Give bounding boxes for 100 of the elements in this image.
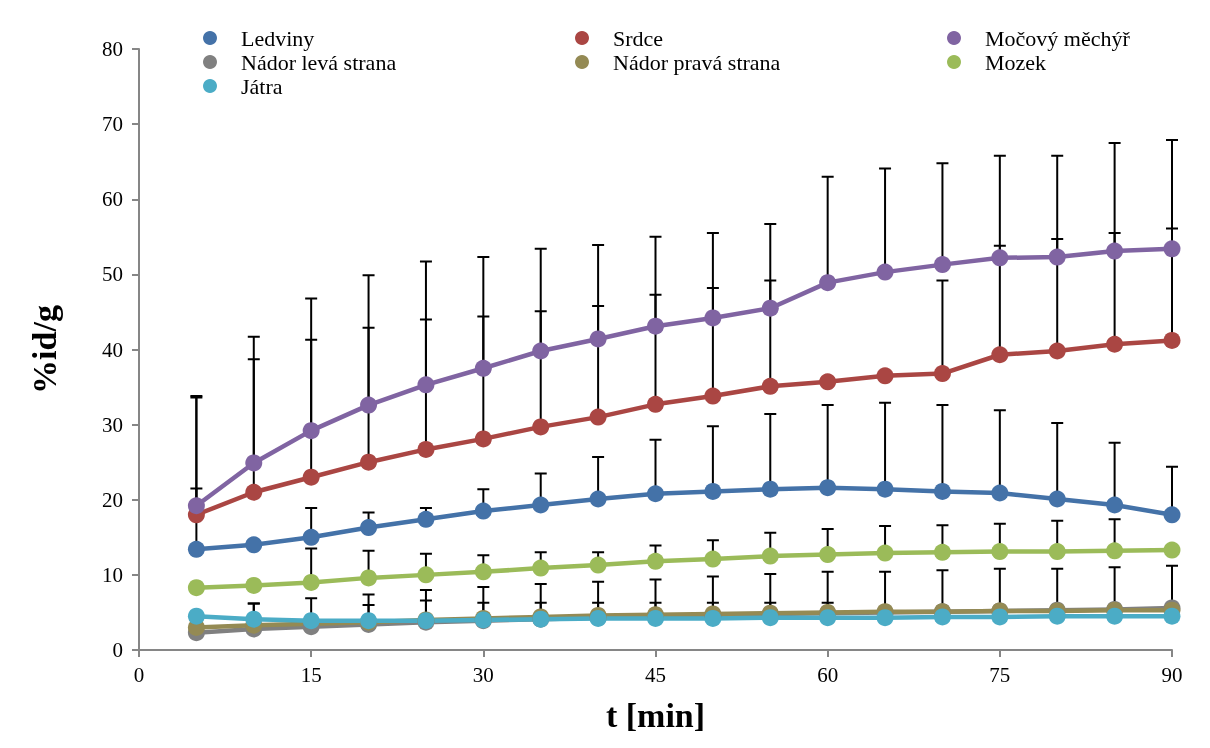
- point: [187, 579, 205, 597]
- point: [647, 485, 664, 503]
- point: [1048, 490, 1066, 508]
- point: [589, 556, 607, 574]
- point: [532, 496, 550, 514]
- point: [417, 376, 435, 394]
- point: [1048, 248, 1066, 266]
- point: [245, 483, 263, 501]
- point: [876, 544, 894, 562]
- point: [933, 608, 951, 626]
- point: [302, 468, 320, 486]
- point: [1106, 335, 1124, 353]
- point: [819, 479, 837, 497]
- point: [360, 519, 378, 537]
- point: [704, 482, 722, 500]
- point: [647, 395, 664, 413]
- y-tick-label: 70: [102, 112, 123, 137]
- legend-label: Srdce: [613, 25, 664, 51]
- point: [302, 612, 320, 630]
- legend-label: Nádor pravá strana: [613, 49, 781, 75]
- point: [704, 550, 722, 568]
- point: [245, 610, 263, 628]
- point: [991, 484, 1009, 502]
- point: [245, 454, 263, 472]
- point: [761, 609, 779, 627]
- x-axis-title: t [min]: [605, 696, 706, 734]
- y-tick-label: 50: [102, 262, 123, 287]
- point: [417, 566, 435, 584]
- point: [876, 367, 894, 385]
- x-tick-label: 45: [645, 662, 666, 687]
- point: [1163, 607, 1181, 625]
- point: [532, 342, 550, 360]
- point: [1163, 506, 1181, 524]
- point: [245, 576, 263, 594]
- y-tick-label: 60: [102, 187, 123, 212]
- y-tick-label: 40: [102, 337, 123, 362]
- y-tick-label: 80: [102, 37, 123, 61]
- legend-label: Játra: [241, 73, 283, 99]
- point: [819, 609, 837, 627]
- point: [1163, 331, 1181, 349]
- point: [933, 256, 951, 274]
- x-tick-label: 90: [1161, 662, 1183, 687]
- point: [1106, 242, 1124, 260]
- point: [187, 497, 205, 515]
- point: [819, 373, 837, 391]
- point: [761, 547, 779, 565]
- point: [647, 317, 664, 335]
- point: [991, 608, 1009, 626]
- point: [876, 609, 894, 627]
- point: [417, 440, 435, 458]
- x-tick-label: 0: [133, 662, 145, 687]
- x-tick-label: 75: [989, 662, 1011, 687]
- x-tick-label: 15: [300, 662, 322, 687]
- point: [474, 502, 492, 520]
- point: [933, 543, 951, 561]
- point: [991, 543, 1009, 561]
- y-tick-label: 0: [112, 638, 123, 662]
- point: [417, 510, 435, 528]
- point: [532, 559, 550, 577]
- point: [589, 408, 607, 426]
- x-tick-label: 30: [472, 662, 494, 687]
- y-tick-label: 10: [102, 562, 123, 587]
- point: [187, 607, 205, 625]
- point: [704, 387, 722, 405]
- y-tick-label: 30: [102, 412, 123, 437]
- point: [876, 263, 894, 281]
- point: [245, 536, 263, 554]
- point: [933, 482, 951, 500]
- point: [532, 418, 550, 436]
- point: [360, 453, 378, 471]
- point: [1163, 541, 1181, 559]
- point: [761, 480, 779, 498]
- point: [589, 490, 607, 508]
- legend-label: Ledviny: [241, 25, 315, 51]
- point: [761, 299, 779, 317]
- point: [474, 563, 492, 581]
- point: [302, 422, 320, 440]
- point: [1106, 607, 1124, 625]
- point: [1048, 607, 1066, 625]
- point: [761, 377, 779, 395]
- point: [474, 359, 492, 377]
- point: [1048, 342, 1066, 360]
- legend-label: Močový měchýř: [985, 25, 1131, 51]
- x-tick-label: 60: [817, 662, 839, 687]
- y-axis-title: %id/g: [25, 305, 63, 394]
- point: [876, 480, 894, 498]
- point: [819, 274, 837, 292]
- point: [1048, 543, 1066, 561]
- point: [187, 540, 205, 558]
- point: [474, 430, 492, 448]
- point: [589, 330, 607, 348]
- point: [991, 249, 1009, 267]
- point: [302, 573, 320, 591]
- point: [1106, 542, 1124, 560]
- point: [991, 346, 1009, 364]
- y-tick-label: 20: [102, 487, 123, 512]
- point: [302, 528, 320, 546]
- legend-label: Mozek: [985, 49, 1047, 75]
- point: [1106, 496, 1124, 514]
- point: [360, 396, 378, 414]
